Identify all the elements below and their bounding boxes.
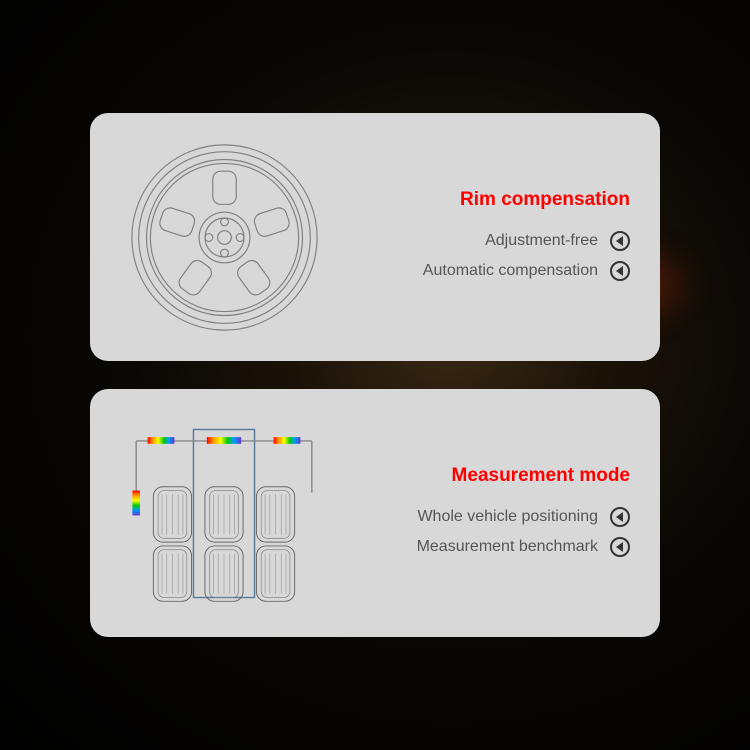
card-title: Measurement mode: [452, 465, 630, 487]
card-title: Rim compensation: [460, 189, 630, 211]
card-content: Rim compensation Adjustment-free Automat…: [334, 189, 630, 285]
illustration-tire-alignment: [114, 413, 334, 613]
feature-item: Whole vehicle positioning: [417, 507, 630, 527]
feature-item: Measurement benchmark: [417, 537, 630, 557]
card-rim-compensation: Rim compensation Adjustment-free Automat…: [90, 113, 660, 361]
illustration-wheel-rim: [114, 137, 334, 337]
feature-label: Automatic compensation: [423, 262, 598, 280]
chevron-left-icon[interactable]: [610, 507, 630, 527]
feature-label: Whole vehicle positioning: [417, 508, 598, 526]
feature-label: Measurement benchmark: [417, 538, 598, 556]
feature-item: Automatic compensation: [423, 261, 630, 281]
feature-item: Adjustment-free: [485, 231, 630, 251]
card-content: Measurement mode Whole vehicle positioni…: [334, 465, 630, 561]
chevron-left-icon[interactable]: [610, 231, 630, 251]
chevron-left-icon[interactable]: [610, 537, 630, 557]
chevron-left-icon[interactable]: [610, 261, 630, 281]
feature-label: Adjustment-free: [485, 232, 598, 250]
card-measurement-mode: Measurement mode Whole vehicle positioni…: [90, 389, 660, 637]
